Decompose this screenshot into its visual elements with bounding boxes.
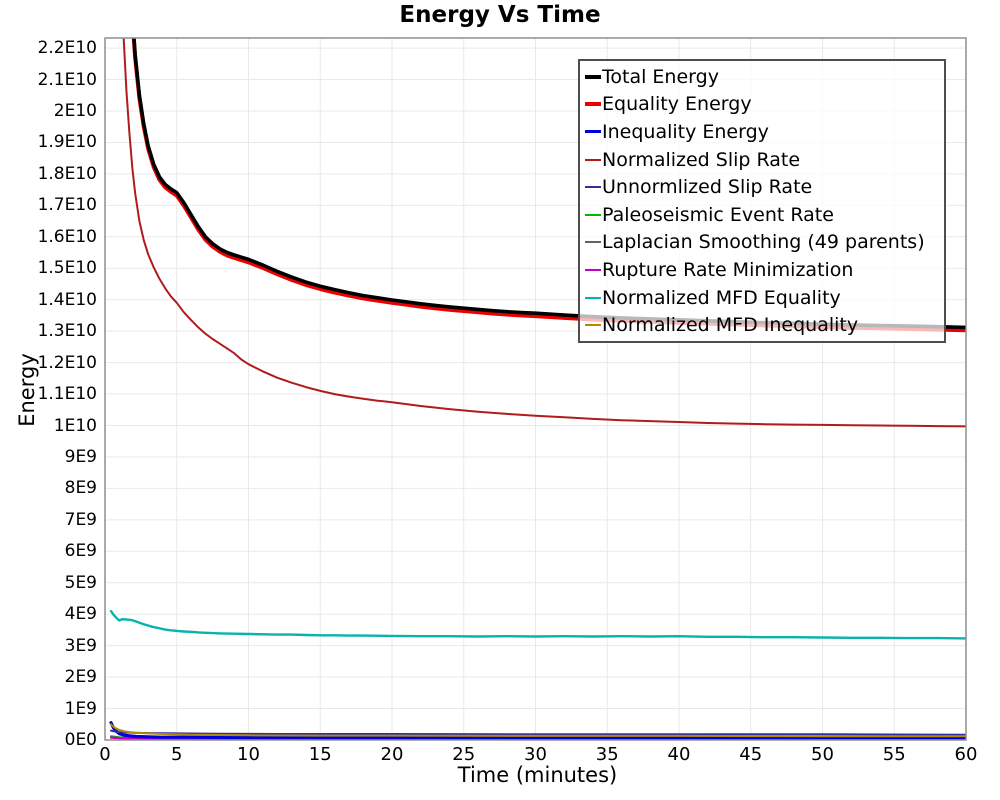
y-tick-label: 1.2E10 [37, 352, 97, 373]
legend-line-swatch [585, 102, 601, 107]
legend-line-swatch [585, 213, 601, 216]
y-tick-label: 1.6E10 [37, 226, 97, 247]
y-tick-label: 0E0 [64, 730, 97, 750]
x-tick-label: 0 [99, 744, 111, 765]
y-tick-label: 2E10 [53, 101, 97, 121]
legend-line-swatch [585, 324, 601, 327]
plot-border [104, 37, 967, 741]
x-tick-label: 50 [811, 744, 834, 765]
x-tick-label: 10 [237, 744, 260, 765]
x-tick-label: 25 [452, 744, 476, 765]
legend-item: Paleoseismic Event Rate [585, 201, 944, 228]
y-tick-label: 2E9 [64, 667, 97, 688]
series-line-normalized-mfd-equality [109, 609, 966, 640]
y-tick-label: 5E9 [64, 572, 97, 593]
legend: Total Energy Equality Energy Inequality En… [578, 59, 946, 343]
y-tick-label: 1.5E10 [37, 258, 97, 279]
series-line-normalized-mfd-inequality [110, 723, 966, 738]
x-tick-label: 15 [308, 744, 332, 765]
x-tick-label: 45 [739, 744, 763, 765]
legend-line-swatch [585, 268, 601, 271]
y-tick-label: 1.4E10 [37, 289, 97, 310]
legend-item: Laplacian Smoothing (49 parents) [585, 229, 944, 256]
legend-item: Total Energy [585, 63, 944, 90]
legend-line-swatch [585, 158, 601, 161]
y-tick-label: 1E9 [64, 698, 97, 719]
chart-title: Energy Vs Time [399, 2, 601, 28]
legend-item: Unnormlized Slip Rate [585, 174, 944, 201]
y-tick-label: 1E10 [53, 415, 97, 436]
legend-item: Normalized Slip Rate [585, 146, 944, 173]
x-tick-label: 35 [595, 744, 619, 765]
legend-item: Normalized MFD Inequality [585, 312, 944, 339]
series-line-normalized-slip-rate [122, 38, 966, 428]
legend-label: Normalized Slip Rate [602, 148, 801, 171]
legend-item: Equality Energy [585, 91, 944, 118]
x-tick-label: 20 [380, 744, 404, 765]
x-tick-label: 5 [171, 744, 183, 765]
y-tick-label: 2.2E10 [37, 38, 97, 59]
y-tick-label: 3E9 [64, 635, 97, 656]
x-tick-label: 30 [524, 744, 547, 765]
legend-label: Laplacian Smoothing (49 parents) [602, 231, 925, 254]
legend-item: Inequality Energy [585, 118, 944, 145]
x-tick-label: 55 [882, 744, 906, 765]
y-tick-label: 1.1E10 [37, 384, 97, 405]
legend-label: Inequality Energy [602, 120, 769, 143]
y-tick-label: 8E9 [64, 478, 97, 499]
legend-item: Rupture Rate Minimization [585, 256, 944, 283]
y-tick-label: 9E9 [64, 446, 97, 467]
legend-item: Normalized MFD Equality [585, 284, 944, 311]
y-tick-label: 1.3E10 [37, 321, 97, 342]
y-tick-label: 6E9 [64, 541, 97, 562]
legend-label: Rupture Rate Minimization [602, 258, 854, 281]
series-line-unnormlized-slip-rate [110, 729, 966, 736]
legend-line-swatch [585, 74, 601, 79]
y-tick-label: 2.1E10 [37, 69, 97, 90]
y-tick-label: 7E9 [64, 509, 97, 530]
legend-label: Paleoseismic Event Rate [602, 203, 834, 226]
legend-label: Equality Energy [602, 93, 752, 116]
y-tick-label: 1.9E10 [37, 132, 97, 153]
x-tick-label: 60 [954, 744, 978, 765]
y-tick-label: 1.7E10 [37, 195, 97, 216]
legend-label: Total Energy [602, 65, 719, 88]
x-tick-label: 40 [667, 744, 691, 765]
legend-line-swatch [585, 130, 601, 134]
legend-label: Unnormlized Slip Rate [602, 176, 813, 199]
legend-line-swatch [585, 241, 601, 244]
legend-line-swatch [585, 296, 601, 299]
legend-label: Normalized MFD Equality [602, 286, 841, 309]
x-axis-label: Time (minutes) [457, 763, 618, 787]
y-tick-label: 4E9 [64, 604, 97, 625]
legend-label: Normalized MFD Inequality [602, 314, 859, 337]
legend-line-swatch [585, 186, 601, 189]
y-tick-label: 1.8E10 [37, 163, 97, 184]
